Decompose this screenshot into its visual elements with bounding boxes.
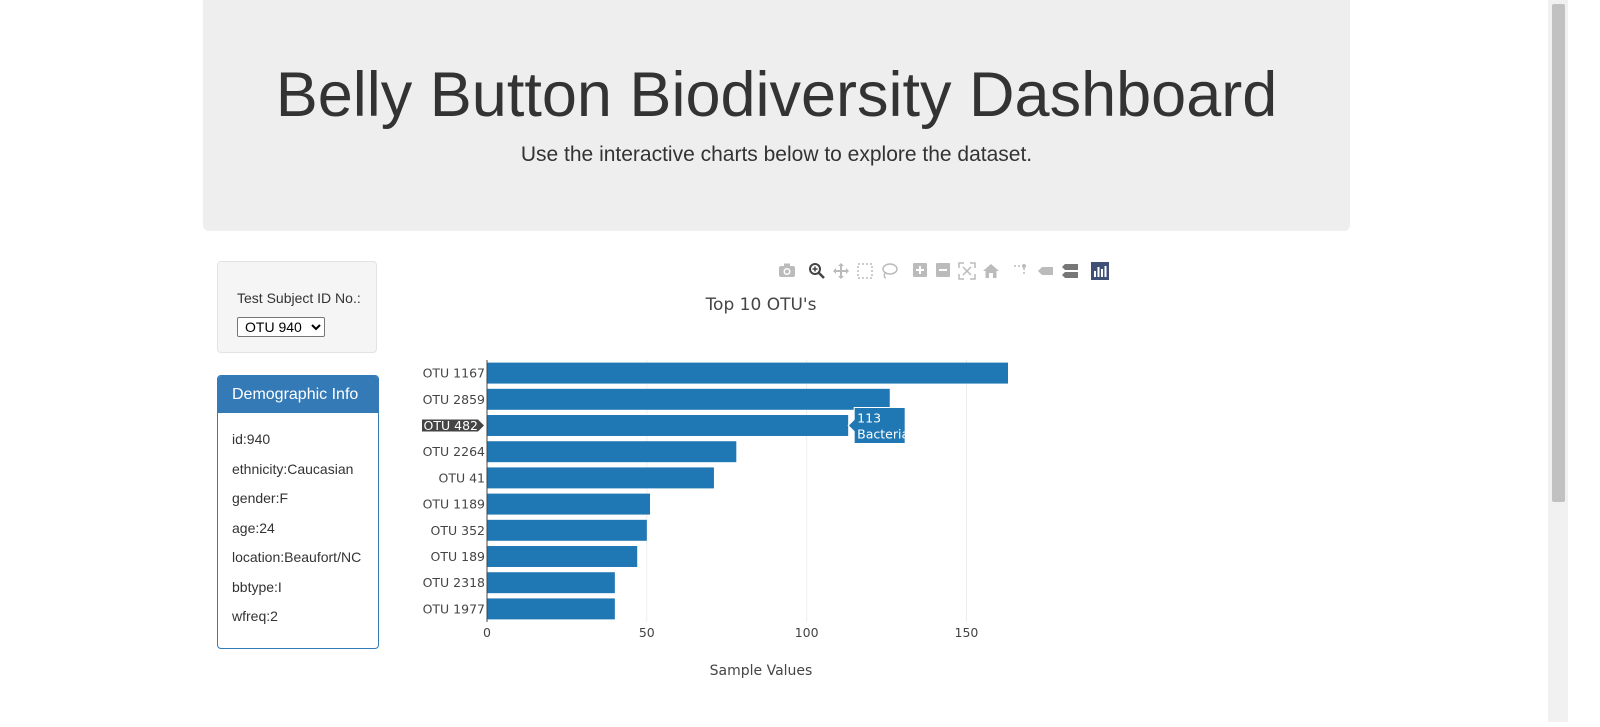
hover-closest-icon[interactable] <box>1036 262 1056 282</box>
demographic-row: gender:F <box>232 490 289 506</box>
bar[interactable] <box>487 441 737 463</box>
subject-id-select[interactable]: OTU 940 <box>237 317 325 337</box>
plotly-logo-icon[interactable] <box>1090 262 1110 282</box>
page-subtitle: Use the interactive charts below to expl… <box>520 143 1033 166</box>
header-jumbotron: Belly Button Biodiversity Dashboard Use … <box>203 0 1350 231</box>
reset-axes-icon[interactable] <box>981 262 1001 282</box>
page-title: Belly Button Biodiversity Dashboard <box>275 60 1278 130</box>
y-tick-label: OTU 1189 <box>423 497 485 512</box>
bar[interactable] <box>487 493 651 515</box>
demographic-row: location:Beaufort/NC <box>232 549 362 565</box>
camera-icon[interactable] <box>777 262 797 282</box>
chart-title: Top 10 OTU's <box>705 295 817 315</box>
y-tick-label: OTU 1167 <box>423 366 485 381</box>
demographic-row: id:940 <box>232 431 271 447</box>
x-tick-label: 50 <box>639 625 655 640</box>
demographic-row: ethnicity:Caucasian <box>232 460 354 477</box>
spike-lines-icon[interactable] <box>1011 262 1031 282</box>
pan-icon[interactable] <box>831 262 851 282</box>
scrollbar-thumb[interactable] <box>1552 4 1565 502</box>
demographic-row: age:24 <box>232 519 275 536</box>
demographic-panel-title: Demographic Info <box>218 376 378 413</box>
hover-tooltip <box>847 407 906 444</box>
y-tick-label: OTU 2264 <box>423 444 485 459</box>
x-axis-label: Sample Values <box>710 663 813 679</box>
demographic-panel-body: id:940 ethnicity:Caucasian gender:F age:… <box>218 413 378 652</box>
zoom-out-icon[interactable] <box>933 262 953 282</box>
y-tick-label: OTU 189 <box>431 549 486 564</box>
subject-selector-label: Test Subject ID No.: <box>237 290 361 306</box>
lasso-icon[interactable] <box>879 262 899 282</box>
bar[interactable] <box>487 388 890 410</box>
bar[interactable] <box>487 572 615 594</box>
demographic-row: bbtype:I <box>232 578 282 595</box>
x-tick-label: 150 <box>955 625 979 640</box>
autoscale-icon[interactable] <box>957 262 977 282</box>
y-tick-label: OTU 41 <box>438 470 485 485</box>
bar[interactable] <box>487 415 849 436</box>
box-select-icon[interactable] <box>855 262 875 282</box>
y-tick-label: OTU 1977 <box>423 601 485 616</box>
bar[interactable] <box>487 598 615 620</box>
demographic-row: wfreq:2 <box>232 608 278 624</box>
tooltip-value: 113 <box>857 411 881 426</box>
y-tick-label: OTU 482 <box>424 418 478 433</box>
tooltip-text: Bacteria <box>857 427 909 442</box>
y-tick-label: OTU 2859 <box>423 392 485 407</box>
x-tick-label: 100 <box>795 625 819 640</box>
subject-selector-well: Test Subject ID No.: OTU 940 <box>217 261 377 353</box>
zoom-icon[interactable] <box>807 262 827 282</box>
zoom-in-icon[interactable] <box>910 262 930 282</box>
chart-modebar <box>775 262 1115 284</box>
y-tick-highlight <box>422 419 484 432</box>
bar[interactable] <box>487 467 714 489</box>
demographic-panel: Demographic Info id:940 ethnicity:Caucas… <box>217 375 379 649</box>
hover-compare-icon[interactable] <box>1060 262 1080 282</box>
page-scrollbar[interactable] <box>1548 0 1568 722</box>
y-tick-label: OTU 352 <box>431 523 485 538</box>
y-tick-label: OTU 2318 <box>423 575 485 590</box>
bar[interactable] <box>487 362 1008 384</box>
bar[interactable] <box>487 546 638 567</box>
bar[interactable] <box>487 519 647 541</box>
x-tick-label: 0 <box>483 625 491 640</box>
